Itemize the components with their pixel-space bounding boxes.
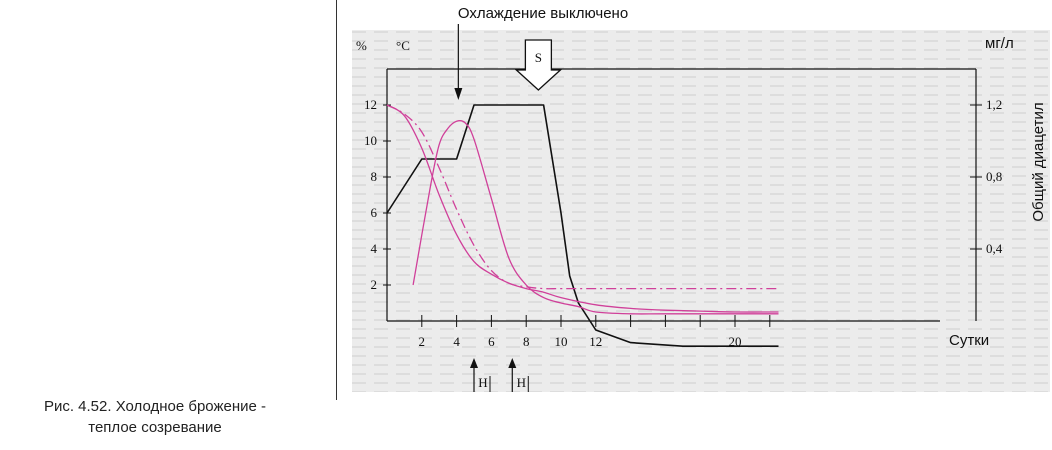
y-right-unit: мг/л — [985, 35, 1014, 52]
x-tick-label: 8 — [523, 334, 530, 349]
series-line-ph_dashdot — [386, 104, 779, 290]
s-marker-label: S — [535, 50, 542, 65]
y-left-tick-label: 8 — [371, 169, 378, 184]
y-left-tick-label: 4 — [371, 241, 378, 256]
h-arrow-head-1 — [470, 358, 478, 368]
column-divider — [336, 0, 337, 400]
x-tick-label: 2 — [419, 334, 426, 349]
x-tick-label: 10 — [555, 334, 568, 349]
chart-annotations: S Н Н — [454, 24, 563, 392]
annotation-cooling-off: Охлаждение выключено — [458, 5, 628, 22]
caption-line-1: Рис. 4.52. Холодное брожение - — [43, 398, 267, 415]
series-line-extract — [386, 104, 779, 313]
y-right-tick-label: 1,2 — [986, 97, 1002, 112]
y-right-tick-label: 0,4 — [986, 241, 1003, 256]
y-left-tick-label: 10 — [364, 133, 377, 148]
chart-series — [386, 104, 779, 347]
s-marker-arrow — [514, 39, 563, 91]
x-tick-label: 6 — [488, 334, 495, 349]
caption-line-2: теплое созревание — [88, 419, 222, 436]
series-line-temperature — [386, 104, 779, 347]
y-right-label: Общий диацетил — [1030, 102, 1047, 221]
chart-axes — [386, 68, 977, 322]
series-line-diacetyl — [412, 119, 779, 315]
y-left-label-celsius: °С — [396, 38, 410, 53]
x-tick-label: 4 — [453, 334, 460, 349]
h-arrow-head-2 — [508, 358, 517, 368]
y-right-tick-label: 0,8 — [986, 169, 1002, 184]
y-left-label-percent: % — [356, 38, 367, 53]
figure-caption: Рис. 4.52. Холодное брожение - теплое со… — [0, 396, 310, 438]
h-arrow-label-1: Н — [478, 375, 487, 390]
y-left-tick-label: 12 — [364, 97, 377, 112]
cooling-off-arrow-head — [454, 88, 463, 100]
x-tick-label: 20 — [729, 334, 742, 349]
h-arrow-label-2: Н — [517, 375, 526, 390]
x-axis-label: Сутки — [949, 332, 989, 349]
y-left-tick-label: 2 — [371, 277, 378, 292]
chart-ticks: 2 4 6 8 10 12 20 2 4 6 8 10 12 0,4 0,8 1,2 — [364, 97, 1003, 349]
y-left-tick-label: 6 — [371, 205, 378, 220]
x-tick-label: 12 — [589, 334, 602, 349]
chart-background — [352, 30, 1050, 392]
